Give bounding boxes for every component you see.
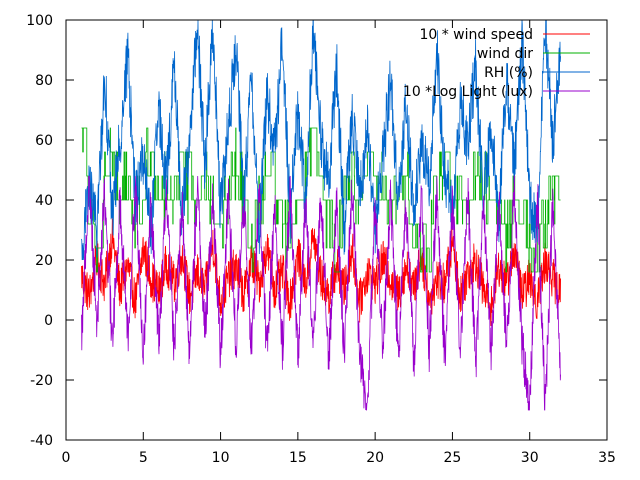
- x-tick-label: 25: [444, 450, 462, 466]
- x-tick-label: 5: [139, 450, 148, 466]
- y-tick-label: -40: [30, 433, 53, 449]
- x-tick-label: 0: [62, 450, 71, 466]
- axis-ticks: 0 5 10 15 20 25 30 35 -40 -20 0 20 40 60 80 100: [26, 13, 616, 466]
- y-tick-label: 20: [35, 253, 53, 269]
- x-tick-label: 35: [598, 450, 616, 466]
- legend-label-3: RH (%): [484, 65, 533, 81]
- plot-frame: [65, 19, 608, 441]
- series-line-4: [81, 175, 561, 411]
- y-tick-label: 100: [26, 13, 53, 29]
- series-line-3: [81, 19, 561, 261]
- x-tick-label: 20: [366, 450, 384, 466]
- x-tick-label: 10: [212, 450, 230, 466]
- legend-label-4: 10 *Log Light (lux): [403, 84, 533, 100]
- x-tick-label: 15: [289, 450, 307, 466]
- y-tick-label: -20: [30, 373, 53, 389]
- series-line-1: [81, 218, 561, 327]
- series-lines: [81, 19, 561, 411]
- y-tick-label: 80: [35, 73, 53, 89]
- x-tick-label: 30: [521, 450, 539, 466]
- legend-label-2: wind dir: [477, 46, 533, 62]
- y-tick-label: 40: [35, 193, 53, 209]
- y-tick-label: 0: [44, 313, 53, 329]
- y-tick-label: 60: [35, 133, 53, 149]
- legend-label-1: 10 * wind speed: [419, 27, 533, 43]
- legend: 10 * wind speed wind dir RH (%) 10 *Log Lig…: [403, 27, 590, 100]
